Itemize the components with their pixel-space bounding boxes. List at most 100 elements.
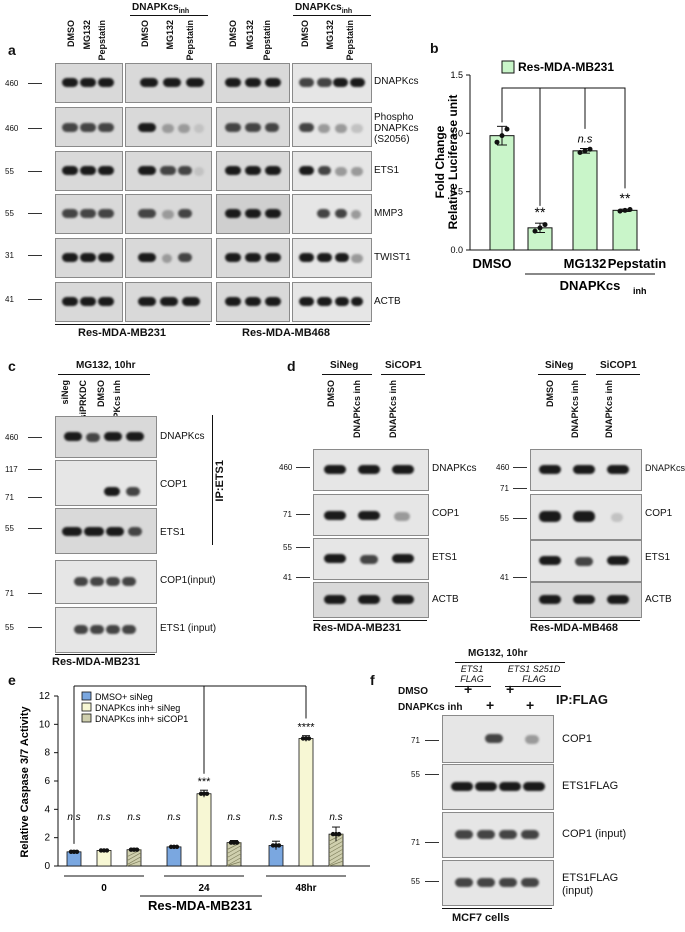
cell-line-underline bbox=[530, 620, 640, 621]
x-axis-label: Res-MDA-MB231 bbox=[148, 898, 252, 913]
protein-label: ETS1 bbox=[374, 165, 400, 176]
blot-strip bbox=[292, 238, 372, 278]
lane-label: Pepstatin bbox=[97, 20, 107, 61]
mw-marker: 460 bbox=[5, 79, 19, 88]
bar bbox=[166, 846, 182, 867]
protein-label: ETS1 bbox=[160, 527, 186, 538]
blot-strip bbox=[55, 416, 157, 458]
mw-marker: 460 bbox=[279, 463, 293, 472]
mw-marker: 55 bbox=[5, 524, 14, 533]
protein-label: COP1 bbox=[160, 479, 188, 490]
protein-label: DNAPKcs bbox=[374, 76, 419, 87]
data-point bbox=[532, 228, 538, 234]
blot-strip bbox=[216, 194, 290, 234]
data-point bbox=[582, 148, 588, 154]
lane-label: DNAPKcs inh bbox=[388, 380, 398, 439]
mw-tick bbox=[28, 83, 42, 84]
lane-label: MG132 bbox=[165, 20, 175, 50]
significance-label: n.s bbox=[269, 812, 282, 823]
significance-label: n.s bbox=[97, 812, 110, 823]
data-point bbox=[577, 149, 583, 155]
data-point bbox=[499, 133, 505, 139]
data-point bbox=[104, 848, 110, 853]
lane-label: DMSO bbox=[228, 20, 238, 47]
group-underline bbox=[381, 374, 425, 375]
treatment-label: MG132, 10hr bbox=[76, 360, 136, 371]
lane-label: Pepstatin bbox=[345, 20, 355, 61]
blot-strip bbox=[55, 107, 123, 147]
blot-strip bbox=[216, 63, 290, 103]
plus-sign: + bbox=[526, 697, 535, 713]
mw-marker: 460 bbox=[5, 433, 19, 442]
data-point bbox=[204, 791, 210, 796]
header-underline bbox=[130, 15, 208, 16]
bar-hatch bbox=[126, 852, 142, 862]
mw-marker: 71 bbox=[5, 493, 14, 502]
mw-marker: 460 bbox=[496, 463, 510, 472]
mw-tick bbox=[296, 467, 310, 468]
group-underline bbox=[596, 374, 640, 375]
protein-label: ETS1FLAG (input) bbox=[562, 872, 619, 897]
data-point bbox=[537, 225, 543, 231]
blot-strip bbox=[55, 151, 123, 191]
lane-label: DNAPKcs inh bbox=[570, 380, 580, 439]
x-category-label: 0 bbox=[101, 883, 107, 894]
protein-label: ETS1 (input) bbox=[160, 623, 217, 634]
significance-label: n.s bbox=[127, 812, 140, 823]
protein-label: TWIST1 bbox=[374, 252, 411, 263]
mw-marker: 460 bbox=[5, 124, 19, 133]
mw-tick bbox=[28, 437, 42, 438]
blot-strip bbox=[442, 715, 554, 763]
bar-hatch bbox=[328, 852, 344, 862]
data-point bbox=[234, 840, 240, 845]
lane-label: siPRKDC bbox=[78, 380, 88, 420]
cell-line-underline bbox=[216, 324, 370, 325]
blot-strip bbox=[125, 282, 212, 322]
panel-a-letter: a bbox=[8, 42, 16, 58]
header-underline bbox=[293, 15, 371, 16]
cell-line-label: Res-MDA-MB231 bbox=[52, 656, 141, 668]
blot-strip bbox=[55, 460, 157, 506]
significance-label: n.s bbox=[329, 812, 342, 823]
mw-tick bbox=[425, 881, 439, 882]
bar-hatch bbox=[328, 844, 344, 854]
construct-label: ETS1 FLAG bbox=[460, 664, 484, 684]
blot-strip bbox=[216, 238, 290, 278]
blot-strip bbox=[125, 107, 212, 147]
blot-strip bbox=[216, 282, 290, 322]
data-point bbox=[134, 847, 140, 852]
blot-strip bbox=[55, 63, 123, 103]
cell-line-underline bbox=[55, 654, 155, 655]
protein-label: COP1(input) bbox=[160, 575, 216, 586]
x-category-label: Pepstatin bbox=[608, 256, 667, 271]
group-underline bbox=[538, 374, 586, 375]
mw-marker: 71 bbox=[283, 510, 292, 519]
lane-label: MG132 bbox=[245, 20, 255, 50]
y-tick-label: 1.0 bbox=[450, 128, 463, 138]
blot-strip bbox=[125, 151, 212, 191]
legend-label: DNAPKcs inh+ siNeg bbox=[95, 703, 180, 713]
blot-strip bbox=[292, 63, 372, 103]
mw-tick bbox=[296, 547, 310, 548]
blot-strip bbox=[55, 238, 123, 278]
blot-strip bbox=[55, 282, 123, 322]
y-tick-label: 6 bbox=[44, 776, 50, 787]
mw-marker: 117 bbox=[5, 465, 18, 474]
mw-tick bbox=[513, 467, 527, 468]
panel-e-letter: e bbox=[8, 672, 16, 688]
comparison-bracket bbox=[501, 87, 626, 189]
protein-label: Phospho DNAPKcs (S2056) bbox=[374, 112, 419, 145]
construct-underline bbox=[455, 686, 491, 687]
group-label: SiCOP1 bbox=[385, 360, 422, 371]
mw-tick bbox=[28, 593, 42, 594]
mw-tick bbox=[28, 528, 42, 529]
legend-label: Res-MDA-MB231 bbox=[518, 60, 614, 74]
mw-tick bbox=[28, 171, 42, 172]
x-category-label: 48hr bbox=[295, 883, 316, 894]
panel-d-letter: d bbox=[287, 358, 296, 374]
protein-label: ACTB bbox=[645, 594, 672, 605]
data-point bbox=[74, 849, 80, 855]
mw-tick bbox=[425, 842, 439, 843]
blot-strip bbox=[530, 582, 642, 618]
